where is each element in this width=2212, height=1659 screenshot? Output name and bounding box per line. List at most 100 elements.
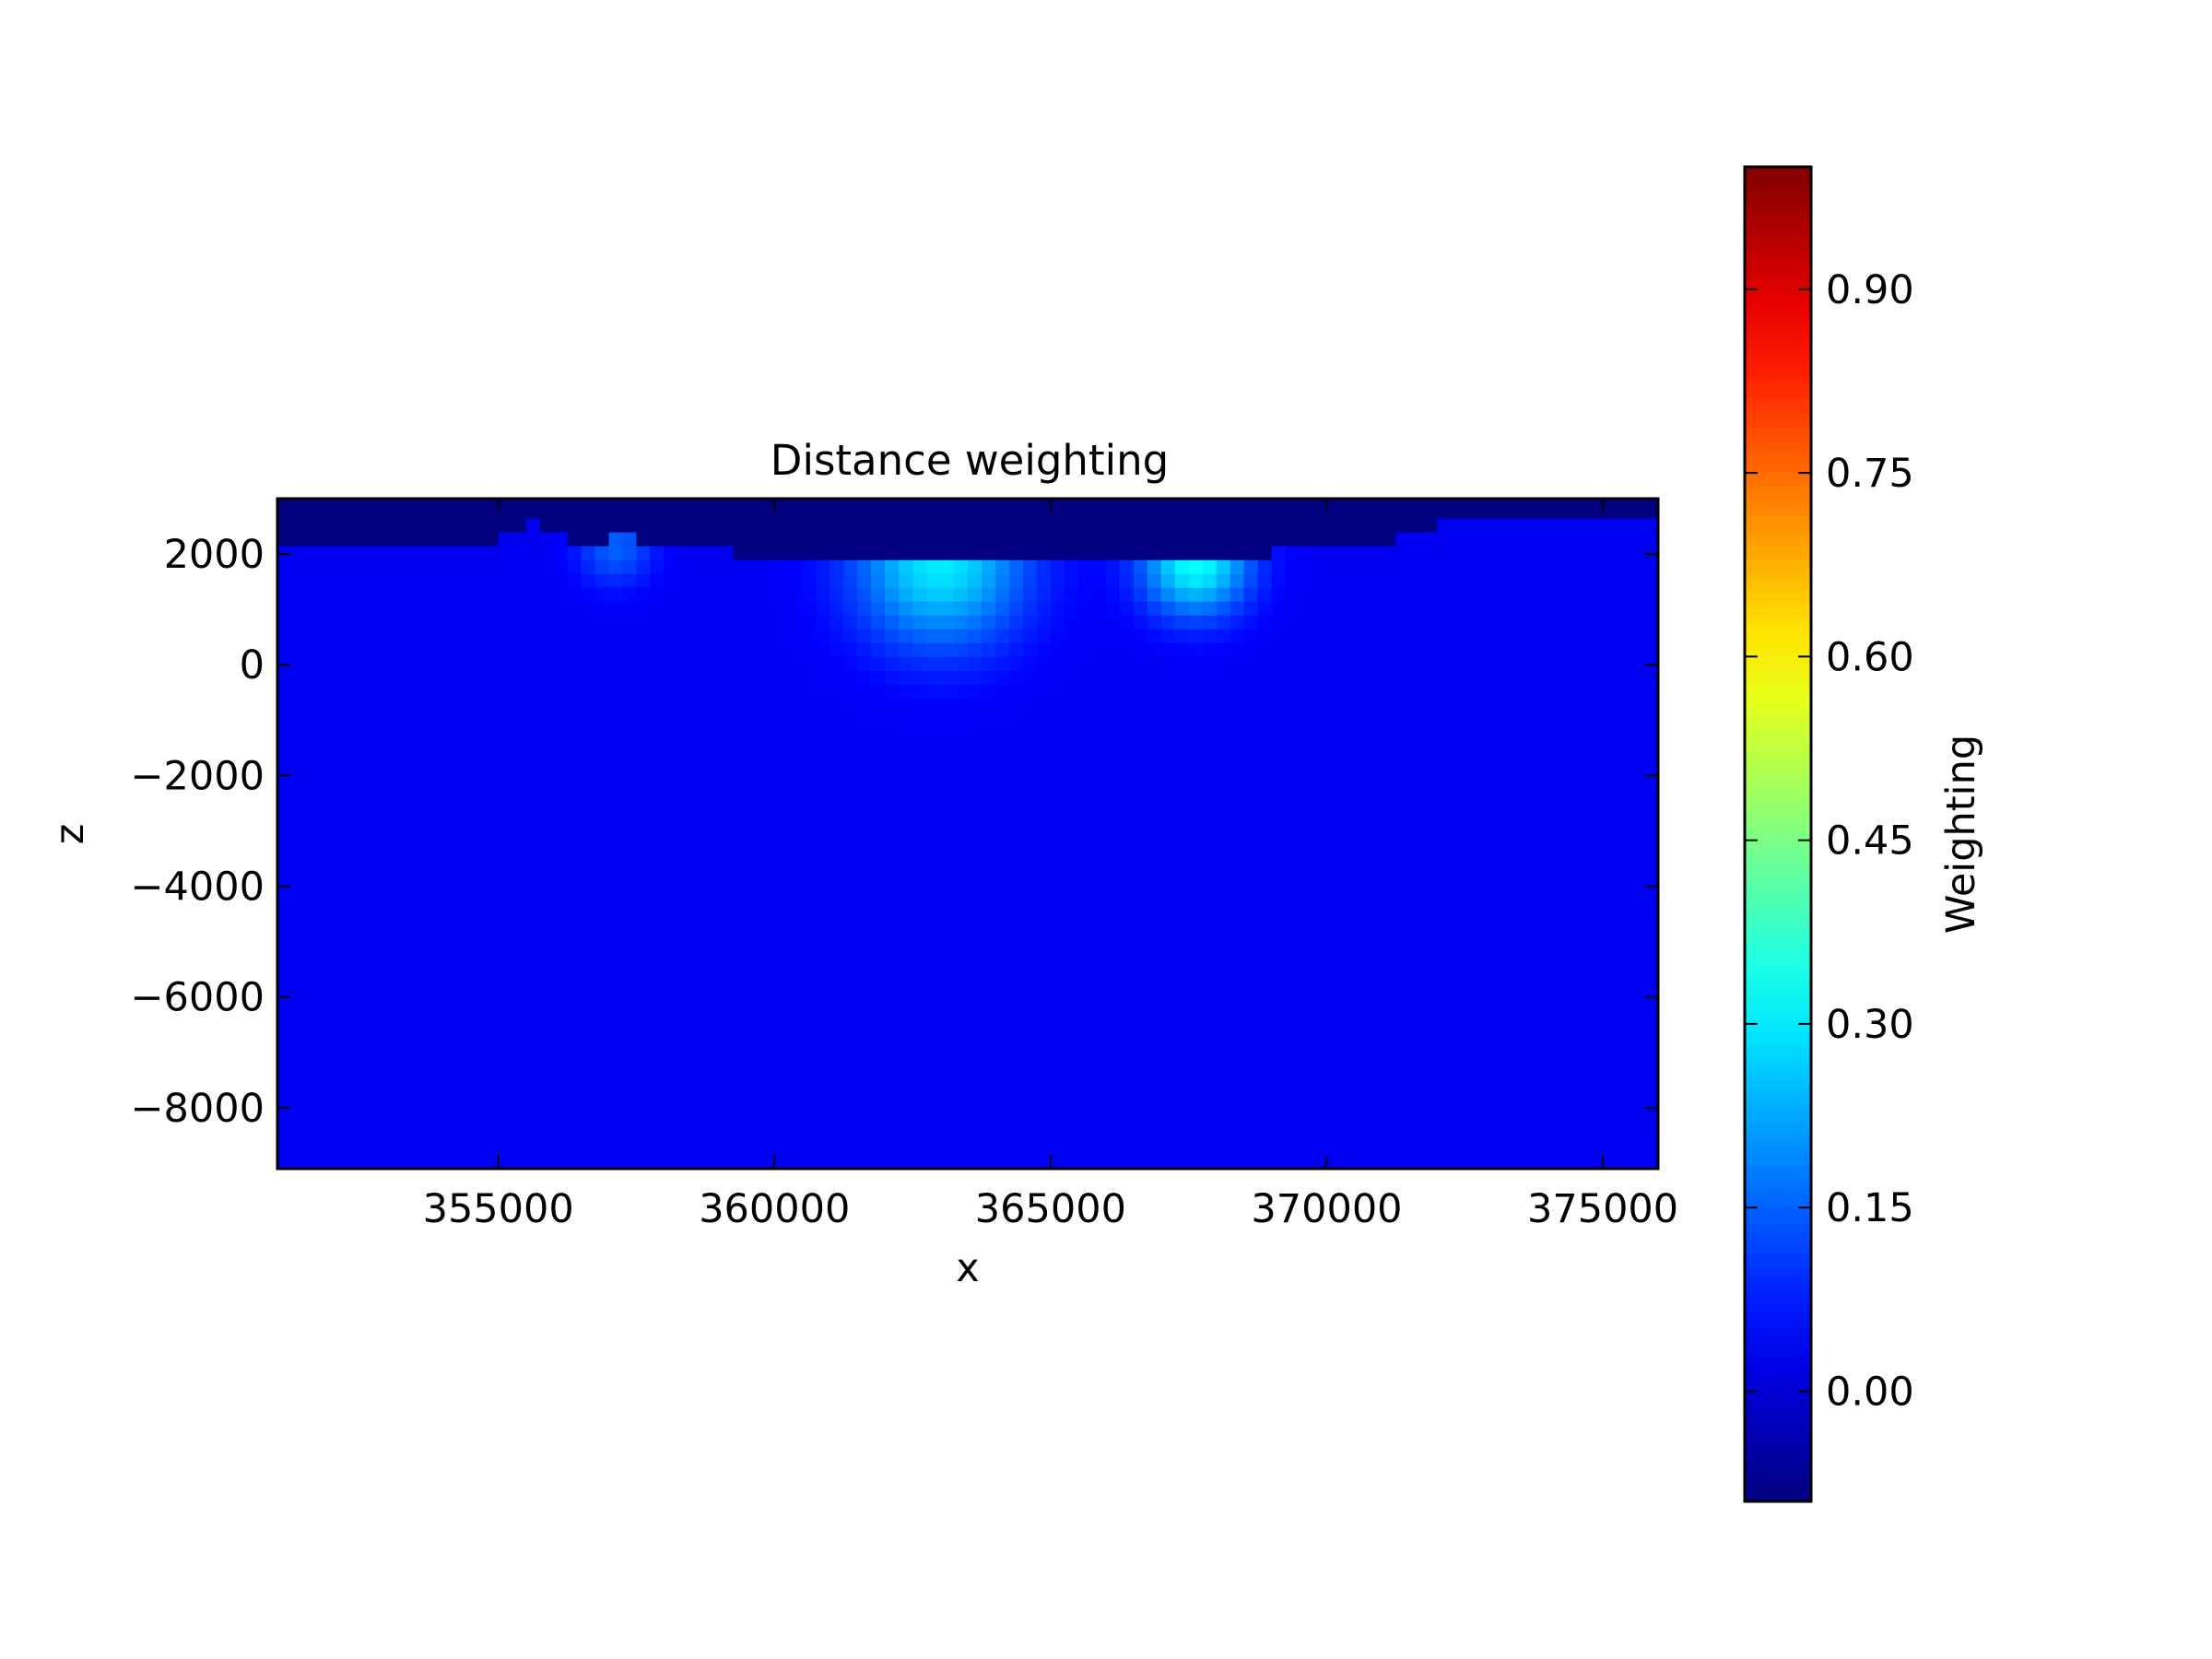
heatmap-cell xyxy=(622,1016,638,1031)
heatmap-cell xyxy=(594,684,610,699)
heatmap-cell xyxy=(318,587,334,602)
heatmap-cell xyxy=(912,905,927,921)
heatmap-cell xyxy=(1299,753,1314,768)
heatmap-cell xyxy=(1077,587,1093,602)
heatmap-cell xyxy=(1271,933,1287,948)
heatmap-cell xyxy=(1077,836,1093,852)
heatmap-cell xyxy=(594,739,610,754)
heatmap-cell xyxy=(1534,864,1548,879)
heatmap-cell xyxy=(733,615,747,629)
heatmap-cell xyxy=(1437,642,1452,657)
heatmap-cell xyxy=(512,877,527,893)
heatmap-cell xyxy=(664,518,679,533)
heatmap-cell xyxy=(1492,850,1507,865)
heatmap-cell xyxy=(1409,1057,1424,1073)
heatmap-cell xyxy=(1105,684,1121,699)
heatmap-cell xyxy=(843,670,858,685)
heatmap-cell xyxy=(277,1126,292,1142)
heatmap-cell xyxy=(525,1099,541,1114)
heatmap-cell xyxy=(429,947,444,962)
heatmap-cell xyxy=(1630,1016,1645,1031)
heatmap-cell xyxy=(1022,1071,1038,1087)
heatmap-cell xyxy=(885,1071,900,1087)
heatmap-cell xyxy=(802,808,817,824)
heatmap-cell xyxy=(1644,698,1659,712)
heatmap-cell xyxy=(1036,974,1052,990)
heatmap-cell xyxy=(304,499,320,505)
heatmap-cell xyxy=(1077,684,1093,699)
heatmap-cell xyxy=(1520,615,1535,629)
heatmap-cell xyxy=(359,1140,375,1156)
heatmap-cell xyxy=(1409,822,1424,838)
heatmap-cell xyxy=(277,905,292,921)
heatmap-cell xyxy=(1188,1016,1204,1031)
y-tick-label: −2000 xyxy=(131,753,265,799)
heatmap-cell xyxy=(802,725,817,740)
heatmap-cell xyxy=(1630,1085,1645,1100)
heatmap-cell xyxy=(650,504,665,519)
heatmap-cell xyxy=(1630,974,1645,990)
heatmap-cell xyxy=(968,573,982,588)
heatmap-cell xyxy=(1465,670,1479,685)
heatmap-cell xyxy=(981,1140,996,1156)
heatmap-cell xyxy=(664,504,679,519)
heatmap-cell xyxy=(1174,767,1190,782)
heatmap-cell xyxy=(1105,1126,1121,1142)
heatmap-cell xyxy=(788,546,803,560)
heatmap-cell xyxy=(581,753,596,768)
heatmap-cell xyxy=(774,546,789,560)
heatmap-cell xyxy=(843,1099,858,1114)
heatmap-cell xyxy=(1216,504,1231,519)
heatmap-cell xyxy=(277,877,292,893)
heatmap-cell xyxy=(1022,1126,1038,1142)
heatmap-cell xyxy=(290,1071,306,1087)
heatmap-cell xyxy=(415,615,430,629)
heatmap-cell xyxy=(1147,877,1162,893)
heatmap-cell xyxy=(1630,933,1645,948)
heatmap-cell xyxy=(470,767,486,782)
heatmap-cell xyxy=(871,1126,886,1142)
heatmap-cell xyxy=(871,670,886,685)
heatmap-cell xyxy=(940,836,955,852)
heatmap-cell xyxy=(760,684,775,699)
heatmap-cell xyxy=(1465,1043,1479,1059)
heatmap-cell xyxy=(1299,1002,1314,1018)
heatmap-cell xyxy=(1409,753,1424,768)
heatmap-cell xyxy=(1644,559,1659,574)
heatmap-cell xyxy=(664,532,679,547)
heatmap-cell xyxy=(1409,629,1424,643)
heatmap-cell xyxy=(1589,988,1604,1004)
heatmap-cell xyxy=(1409,601,1424,616)
heatmap-cell xyxy=(1216,1140,1231,1156)
heatmap-cell xyxy=(1423,753,1438,768)
heatmap-cell xyxy=(636,698,652,712)
heatmap-cell xyxy=(664,559,679,574)
heatmap-cell xyxy=(1285,656,1300,671)
heatmap-cell xyxy=(1520,739,1535,754)
heatmap-cell xyxy=(1105,1099,1121,1114)
heatmap-cell xyxy=(1312,960,1328,976)
heatmap-cell xyxy=(512,781,527,796)
heatmap-cell xyxy=(1091,1112,1107,1128)
heatmap-cell xyxy=(1547,725,1562,740)
heatmap-cell xyxy=(1575,891,1590,907)
heatmap-cell xyxy=(1174,546,1190,560)
heatmap-cell xyxy=(802,767,817,782)
heatmap-cell xyxy=(1478,1099,1493,1114)
heatmap-cell xyxy=(1147,974,1162,990)
heatmap-cell xyxy=(733,988,747,1004)
heatmap-cell xyxy=(594,504,610,519)
heatmap-cell xyxy=(691,615,706,629)
heatmap-cell xyxy=(304,601,320,616)
heatmap-cell xyxy=(1382,601,1396,616)
heatmap-cell xyxy=(1589,933,1604,948)
heatmap-cell xyxy=(1589,1085,1604,1100)
heatmap-cell xyxy=(1105,960,1121,976)
heatmap-cell xyxy=(705,905,720,921)
heatmap-cell xyxy=(1451,725,1465,740)
heatmap-cell xyxy=(954,1030,969,1045)
heatmap-cell xyxy=(429,698,444,712)
heatmap-cell xyxy=(968,532,982,547)
heatmap-cell xyxy=(1520,794,1535,810)
heatmap-cell xyxy=(525,1112,541,1128)
